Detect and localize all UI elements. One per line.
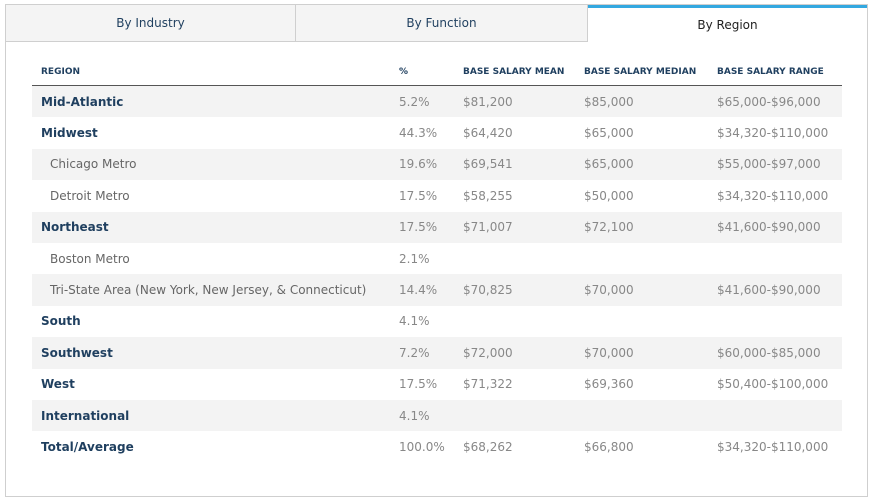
table-row: Northeast 17.5% $71,007 $72,100 $41,600-… xyxy=(32,211,842,243)
table-row: West 17.5% $71,322 $69,360 $50,400-$100,… xyxy=(32,369,842,400)
percent-cell: 100.0% xyxy=(399,439,445,454)
mean-cell: $64,420 xyxy=(463,126,513,141)
region-cell: Chicago Metro xyxy=(32,148,390,181)
mean-cell: $81,200 xyxy=(454,85,575,118)
region-cell: International xyxy=(32,399,390,432)
region-salary-table: REGION % BASE SALARY MEAN BASE SALARY ME… xyxy=(32,67,842,463)
percent-cell: 4.1% xyxy=(390,399,454,432)
percent-cell: 17.5% xyxy=(390,211,454,243)
table-row: Tri-State Area (New York, New Jersey, & … xyxy=(32,274,842,306)
region-cell: Detroit Metro xyxy=(50,188,130,203)
region-cell: Tri-State Area (New York, New Jersey, & … xyxy=(32,274,390,306)
table-row: South 4.1% xyxy=(32,306,842,337)
table-row-total: Total/Average 100.0% $68,262 $66,800 $34… xyxy=(32,431,842,462)
median-cell: $85,000 xyxy=(575,85,708,118)
region-cell: Boston Metro xyxy=(50,251,130,266)
percent-cell: 17.5% xyxy=(399,377,438,392)
percent-cell: 14.4% xyxy=(390,274,454,306)
region-cell: Northeast xyxy=(32,211,390,243)
median-cell xyxy=(575,399,708,432)
mean-cell xyxy=(454,399,575,432)
range-cell: $41,600-$90,000 xyxy=(708,211,842,243)
tab-bar: By Industry By Function By Region xyxy=(6,5,867,42)
range-cell: $50,400-$100,000 xyxy=(717,377,829,392)
region-cell: Total/Average xyxy=(41,439,134,454)
mean-cell: $68,262 xyxy=(463,439,513,454)
mean-cell: $71,322 xyxy=(463,377,513,392)
median-cell: $65,000 xyxy=(584,126,634,141)
percent-cell: 7.2% xyxy=(390,337,454,369)
range-cell: $60,000-$85,000 xyxy=(708,337,842,369)
table-row: Midwest 44.3% $64,420 $65,000 $34,320-$1… xyxy=(32,117,842,148)
region-cell: West xyxy=(41,377,75,392)
salary-panel: By Industry By Function By Region REGION… xyxy=(5,4,868,497)
mean-cell: $70,825 xyxy=(454,274,575,306)
header-region: REGION xyxy=(32,67,390,86)
tab-by-function[interactable]: By Function xyxy=(296,5,588,42)
median-cell xyxy=(575,306,708,337)
mean-cell: $58,255 xyxy=(463,188,513,203)
range-cell: $34,320-$110,000 xyxy=(717,188,829,203)
range-cell: $34,320-$110,000 xyxy=(717,439,829,454)
range-cell: $34,320-$110,000 xyxy=(717,126,829,141)
header-percent: % xyxy=(390,67,454,86)
percent-cell: 5.2% xyxy=(390,85,454,118)
mean-cell: $72,000 xyxy=(454,337,575,369)
range-cell xyxy=(708,243,842,274)
median-cell: $70,000 xyxy=(575,274,708,306)
table-row: Southwest 7.2% $72,000 $70,000 $60,000-$… xyxy=(32,337,842,369)
percent-cell: 2.1% xyxy=(399,251,430,266)
range-cell: $55,000-$97,000 xyxy=(708,148,842,181)
header-median: BASE SALARY MEDIAN xyxy=(575,67,708,86)
percent-cell: 4.1% xyxy=(399,314,430,329)
region-cell: South xyxy=(41,314,81,329)
table-row: Chicago Metro 19.6% $69,541 $65,000 $55,… xyxy=(32,148,842,181)
median-cell: $72,100 xyxy=(575,211,708,243)
median-cell: $66,800 xyxy=(584,439,634,454)
header-mean: BASE SALARY MEAN xyxy=(454,67,575,86)
tab-by-region[interactable]: By Region xyxy=(588,5,867,42)
range-cell xyxy=(708,306,842,337)
median-cell: $50,000 xyxy=(584,188,634,203)
table-row: Boston Metro 2.1% xyxy=(32,243,842,274)
range-cell xyxy=(708,399,842,432)
region-cell: Midwest xyxy=(41,126,98,141)
table-row: Detroit Metro 17.5% $58,255 $50,000 $34,… xyxy=(32,180,842,211)
table-row: Mid-Atlantic 5.2% $81,200 $85,000 $65,00… xyxy=(32,85,842,118)
region-cell: Southwest xyxy=(32,337,390,369)
table-row: International 4.1% xyxy=(32,399,842,432)
header-range: BASE SALARY RANGE xyxy=(708,67,842,86)
range-cell: $65,000-$96,000 xyxy=(708,85,842,118)
range-cell: $41,600-$90,000 xyxy=(708,274,842,306)
percent-cell: 17.5% xyxy=(399,188,438,203)
median-cell xyxy=(575,243,708,274)
median-cell: $65,000 xyxy=(575,148,708,181)
region-table-container: REGION % BASE SALARY MEAN BASE SALARY ME… xyxy=(32,67,842,463)
median-cell: $69,360 xyxy=(584,377,634,392)
mean-cell: $69,541 xyxy=(454,148,575,181)
percent-cell: 44.3% xyxy=(399,126,438,141)
tab-by-industry[interactable]: By Industry xyxy=(6,5,296,42)
table-header-row: REGION % BASE SALARY MEAN BASE SALARY ME… xyxy=(32,67,842,86)
region-cell: Mid-Atlantic xyxy=(32,85,390,118)
mean-cell xyxy=(454,306,575,337)
median-cell: $70,000 xyxy=(575,337,708,369)
mean-cell: $71,007 xyxy=(454,211,575,243)
mean-cell xyxy=(454,243,575,274)
percent-cell: 19.6% xyxy=(390,148,454,181)
